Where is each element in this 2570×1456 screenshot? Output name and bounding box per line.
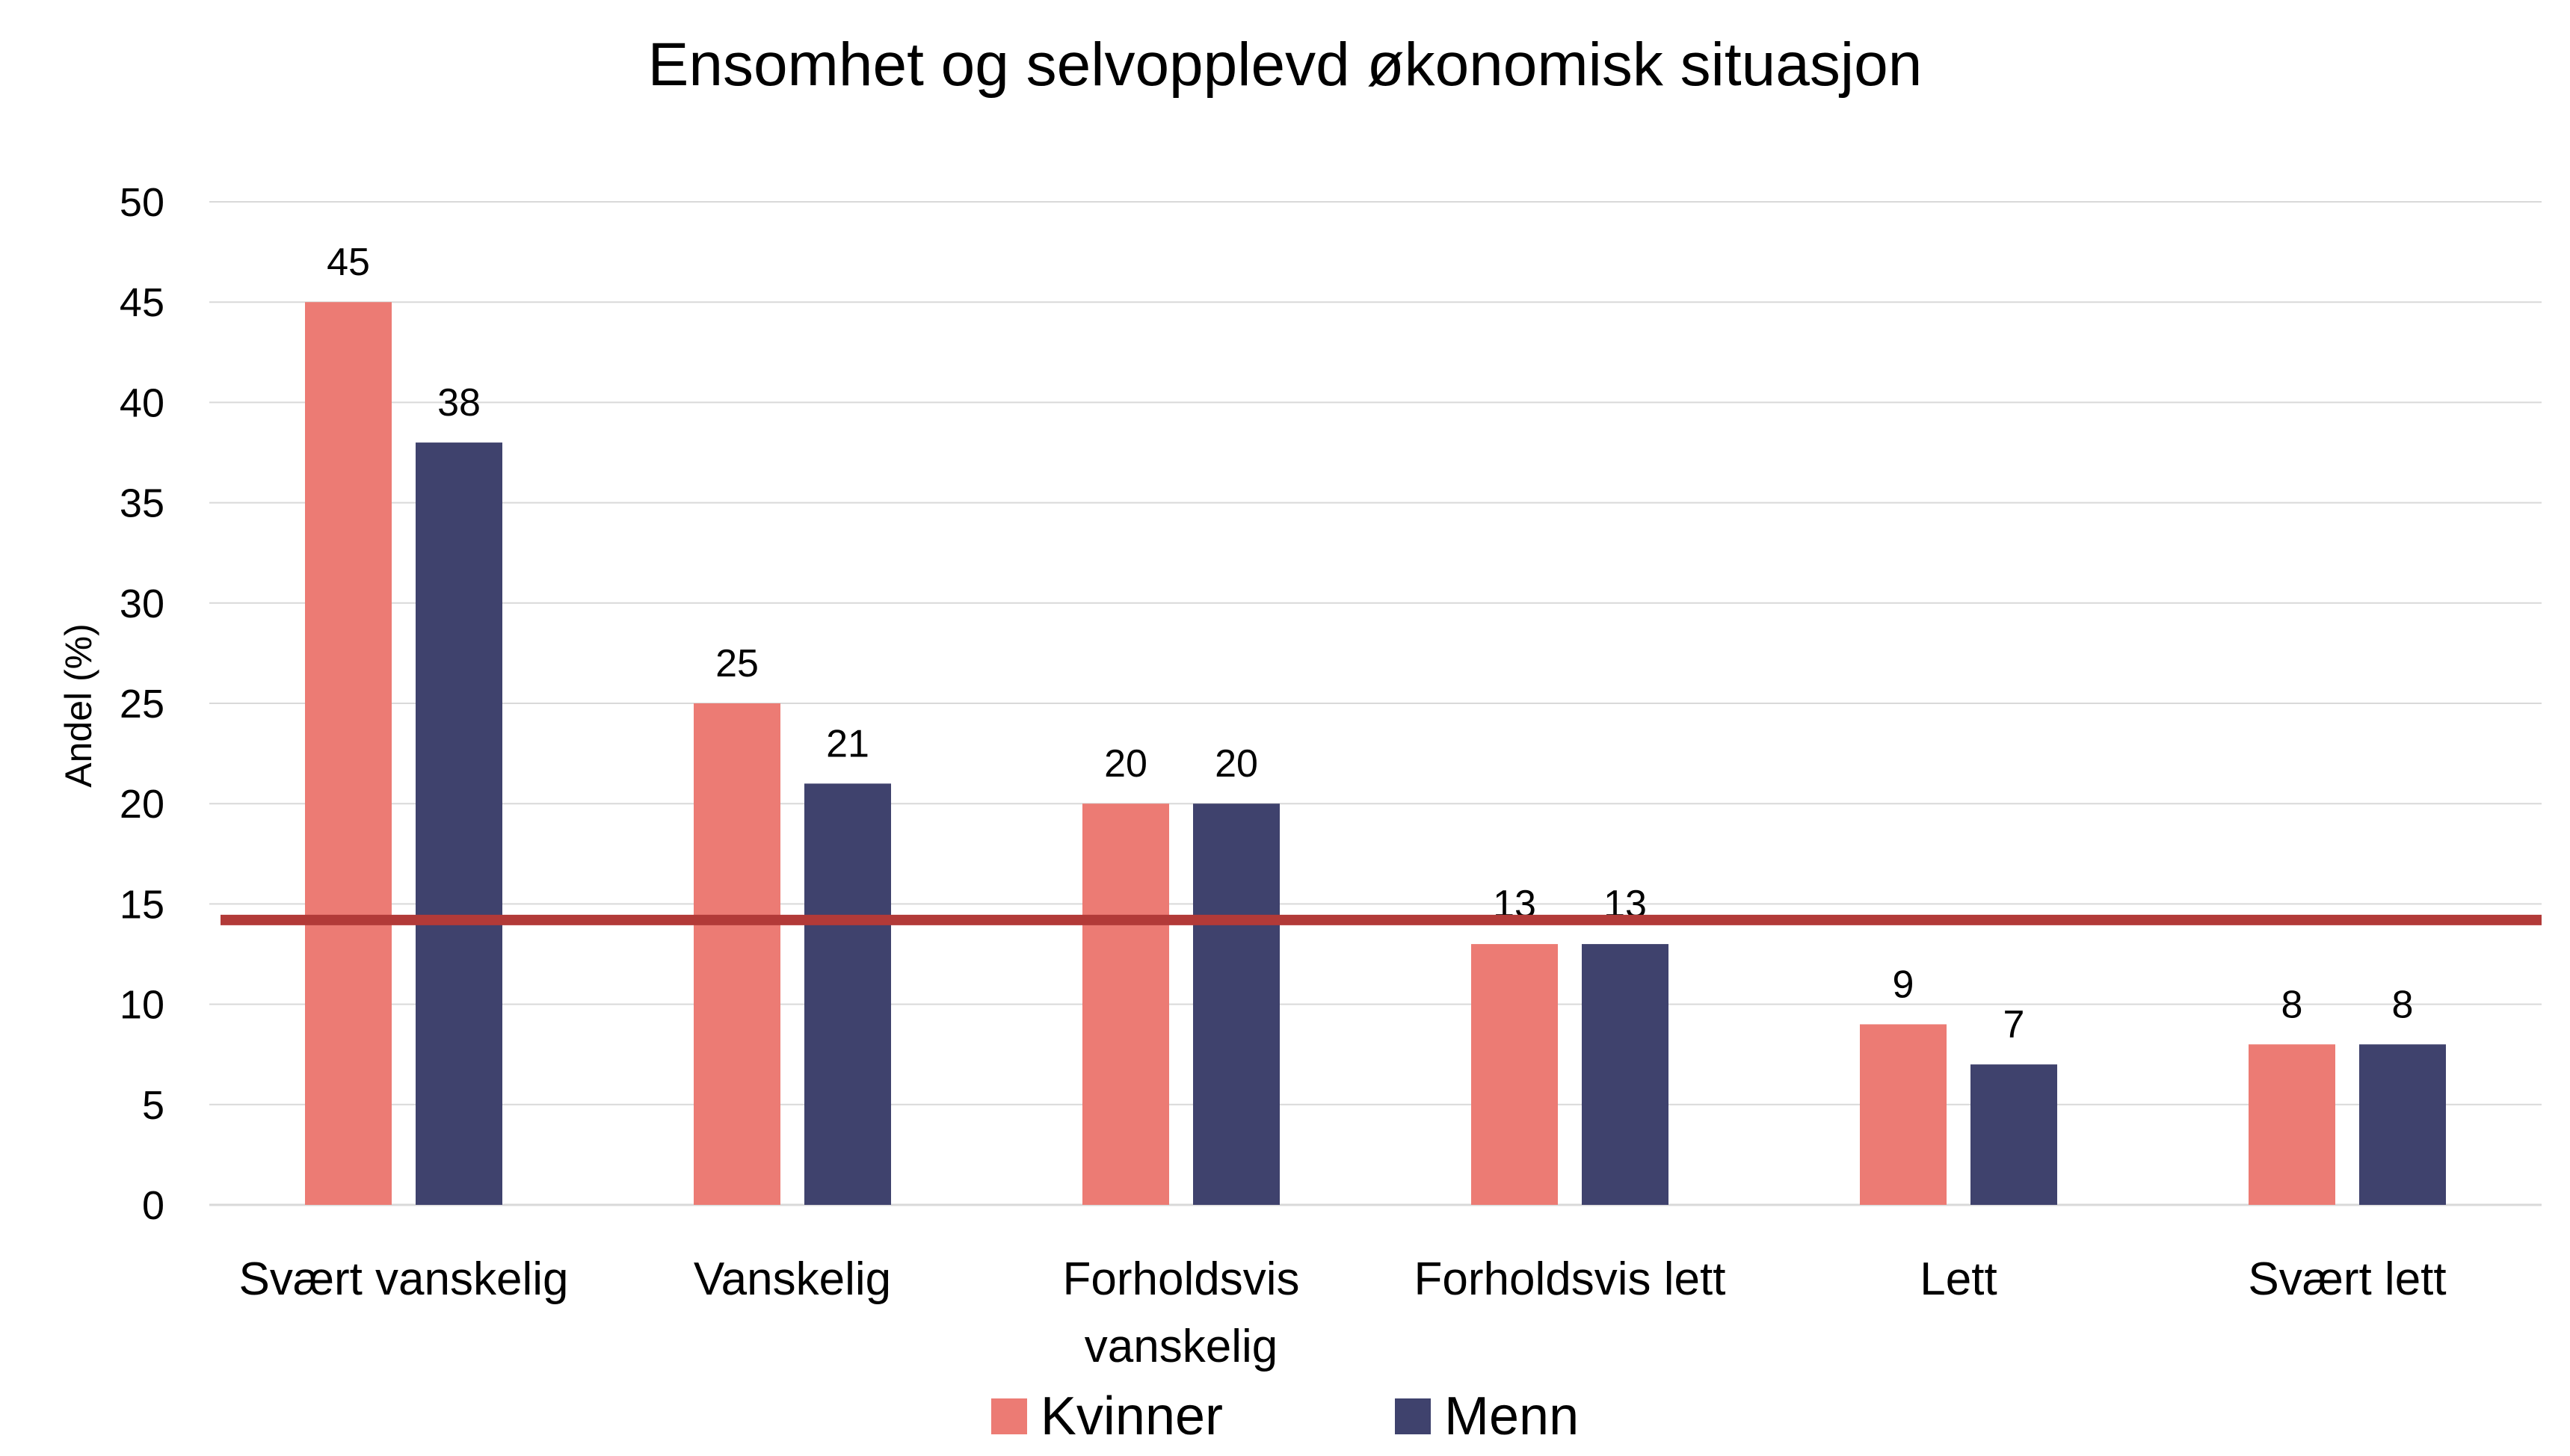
y-axis-title: Andel (%) [58,623,99,788]
chart-title: Ensomhet og selvopplevd økonomisk situas… [647,31,1923,99]
category-label-5-0: Svært lett [2248,1253,2446,1305]
data-label-menn-0: 38 [437,381,481,425]
y-tick-label-50: 50 [120,180,164,225]
category-label-1-0: Vanskelig [694,1253,891,1305]
category-label-2-0: Forholdsvis [1063,1253,1300,1305]
legend-item-kvinner: Kvinner [990,1386,1223,1447]
data-label-menn-4: 7 [2003,1003,2025,1046]
legend-item-menn: Menn [1395,1386,1579,1447]
bar-kvinner-5 [2249,1044,2335,1205]
bar-kvinner-0 [305,302,392,1206]
data-label-menn-1: 21 [826,722,869,765]
y-tick-label-35: 35 [120,481,164,526]
bar-menn-4 [1970,1064,2057,1205]
y-tick-label-10: 10 [120,983,164,1028]
y-tick-label-25: 25 [120,682,164,727]
data-label-kvinner-5: 8 [2281,983,2303,1026]
legend-label-kvinner: Kvinner [1040,1386,1223,1446]
category-label-2-1: vanskelig [1085,1321,1278,1372]
category-label-4-0: Lett [1920,1253,1997,1305]
category-label-3-0: Forholdsvis lett [1414,1253,1726,1305]
y-tick-label-20: 20 [120,782,164,827]
bar-kvinner-2 [1082,803,1169,1205]
data-label-menn-5: 8 [2392,983,2414,1026]
data-label-kvinner-2: 20 [1104,742,1147,786]
data-label-kvinner-4: 9 [1893,963,1914,1006]
bar-menn-3 [1582,944,1668,1205]
legend-label-menn: Menn [1444,1386,1580,1446]
y-tick-label-0: 0 [142,1183,164,1228]
y-tick-label-40: 40 [120,380,164,425]
legend-swatch-menn [1395,1398,1431,1434]
data-label-kvinner-1: 25 [715,642,759,685]
y-tick-label-15: 15 [120,882,164,927]
bar-kvinner-1 [694,703,780,1205]
bar-menn-1 [804,783,891,1205]
bar-menn-5 [2359,1044,2446,1205]
data-label-menn-2: 20 [1215,742,1258,786]
bar-menn-2 [1193,803,1280,1205]
bar-kvinner-3 [1471,944,1558,1205]
bar-kvinner-4 [1860,1024,1947,1205]
legend-swatch-kvinner [990,1398,1027,1434]
y-tick-label-30: 30 [120,582,164,626]
bar-menn-0 [416,442,502,1205]
data-label-kvinner-0: 45 [327,241,370,284]
legend: Kvinner Menn [0,1383,2570,1450]
y-tick-label-5: 5 [142,1083,164,1128]
category-label-0-0: Svært vanskelig [238,1253,568,1305]
y-tick-label-45: 45 [120,280,164,325]
